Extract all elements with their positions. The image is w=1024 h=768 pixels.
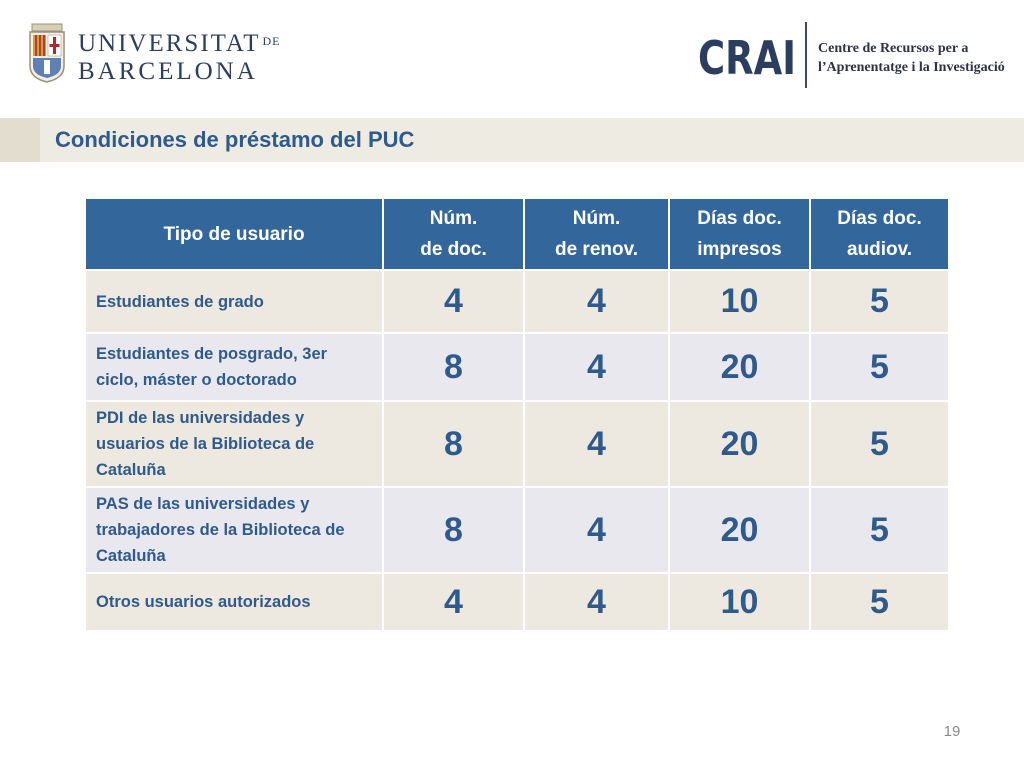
page-number: 19 bbox=[943, 723, 961, 740]
cell-user-type: Otros usuarios autorizados bbox=[84, 572, 384, 632]
cell-days-print: 20 bbox=[668, 486, 811, 574]
cell-days-print: 20 bbox=[668, 400, 811, 488]
cell-days-print: 10 bbox=[668, 572, 811, 632]
cell-days-av: 5 bbox=[809, 400, 950, 488]
table-header-row: Tipo de usuario Núm. de doc. Núm. de renov… bbox=[84, 197, 950, 271]
cell-user-type: Estudiantes de posgrado, 3er ciclo, mást… bbox=[84, 332, 384, 402]
cell-days-print: 20 bbox=[668, 332, 811, 402]
ub-logo: UNIVERSITAT DE BARCELONA bbox=[26, 22, 280, 86]
crai-mark-text: CRAI bbox=[698, 32, 796, 78]
loan-conditions-table: Tipo de usuario Núm. de doc. Núm. de renov… bbox=[84, 197, 950, 632]
cell-num-renewals: 4 bbox=[523, 400, 670, 488]
ub-line2: BARCELONA bbox=[78, 58, 258, 85]
page-title: Condiciones de préstamo del PUC bbox=[55, 127, 415, 152]
crai-description-line1: Centre de Recursos per a bbox=[818, 41, 969, 56]
cell-days-av: 5 bbox=[809, 572, 950, 632]
ub-shield-icon bbox=[29, 23, 65, 83]
cell-num-docs: 8 bbox=[382, 400, 525, 488]
header-days-print: Días doc. impresos bbox=[668, 197, 811, 271]
table-row: Estudiantes de grado 4 4 10 5 bbox=[84, 269, 950, 334]
table-row: PDI de las universidades y usuarios de l… bbox=[84, 400, 950, 488]
cell-days-av: 5 bbox=[809, 486, 950, 574]
crai-description: Centre de Recursos per a l’Aprenentatge … bbox=[818, 39, 1005, 77]
table-row: Otros usuarios autorizados 4 4 10 5 bbox=[84, 572, 950, 632]
cell-num-renewals: 4 bbox=[523, 486, 670, 574]
table-row: Estudiantes de posgrado, 3er ciclo, mást… bbox=[84, 332, 950, 402]
crai-description-line2: l’Aprenentatge i la Investigació bbox=[818, 60, 1005, 75]
ub-line1-suffix: DE bbox=[262, 34, 281, 48]
cell-num-docs: 4 bbox=[382, 269, 525, 334]
title-accent bbox=[0, 118, 40, 162]
crai-divider bbox=[805, 22, 807, 88]
header-user-type: Tipo de usuario bbox=[84, 197, 384, 271]
header-days-av: Días doc. audiov. bbox=[809, 197, 950, 271]
header-num-renewals: Núm. de renov. bbox=[523, 197, 670, 271]
header-num-docs: Núm. de doc. bbox=[382, 197, 525, 271]
cell-days-av: 5 bbox=[809, 332, 950, 402]
title-band: Condiciones de préstamo del PUC bbox=[0, 118, 1024, 162]
crai-logo: CRAI Centre de Recursos per a l’Aprenent… bbox=[698, 22, 1018, 90]
cell-num-renewals: 4 bbox=[523, 269, 670, 334]
ub-wordmark: UNIVERSITAT DE BARCELONA bbox=[78, 28, 281, 85]
cell-num-docs: 8 bbox=[382, 332, 525, 402]
cell-days-av: 5 bbox=[809, 269, 950, 334]
cell-num-renewals: 4 bbox=[523, 572, 670, 632]
crai-logo-mark: CRAI bbox=[698, 32, 796, 78]
cell-num-renewals: 4 bbox=[523, 332, 670, 402]
table-row: PAS de las universidades y trabajadores … bbox=[84, 486, 950, 574]
cell-num-docs: 8 bbox=[382, 486, 525, 574]
cell-num-docs: 4 bbox=[382, 572, 525, 632]
cell-user-type: PDI de las universidades y usuarios de l… bbox=[84, 400, 384, 488]
cell-days-print: 10 bbox=[668, 269, 811, 334]
cell-user-type: PAS de las universidades y trabajadores … bbox=[84, 486, 384, 574]
cell-user-type: Estudiantes de grado bbox=[84, 269, 384, 334]
ub-line1: UNIVERSITAT bbox=[78, 30, 261, 57]
